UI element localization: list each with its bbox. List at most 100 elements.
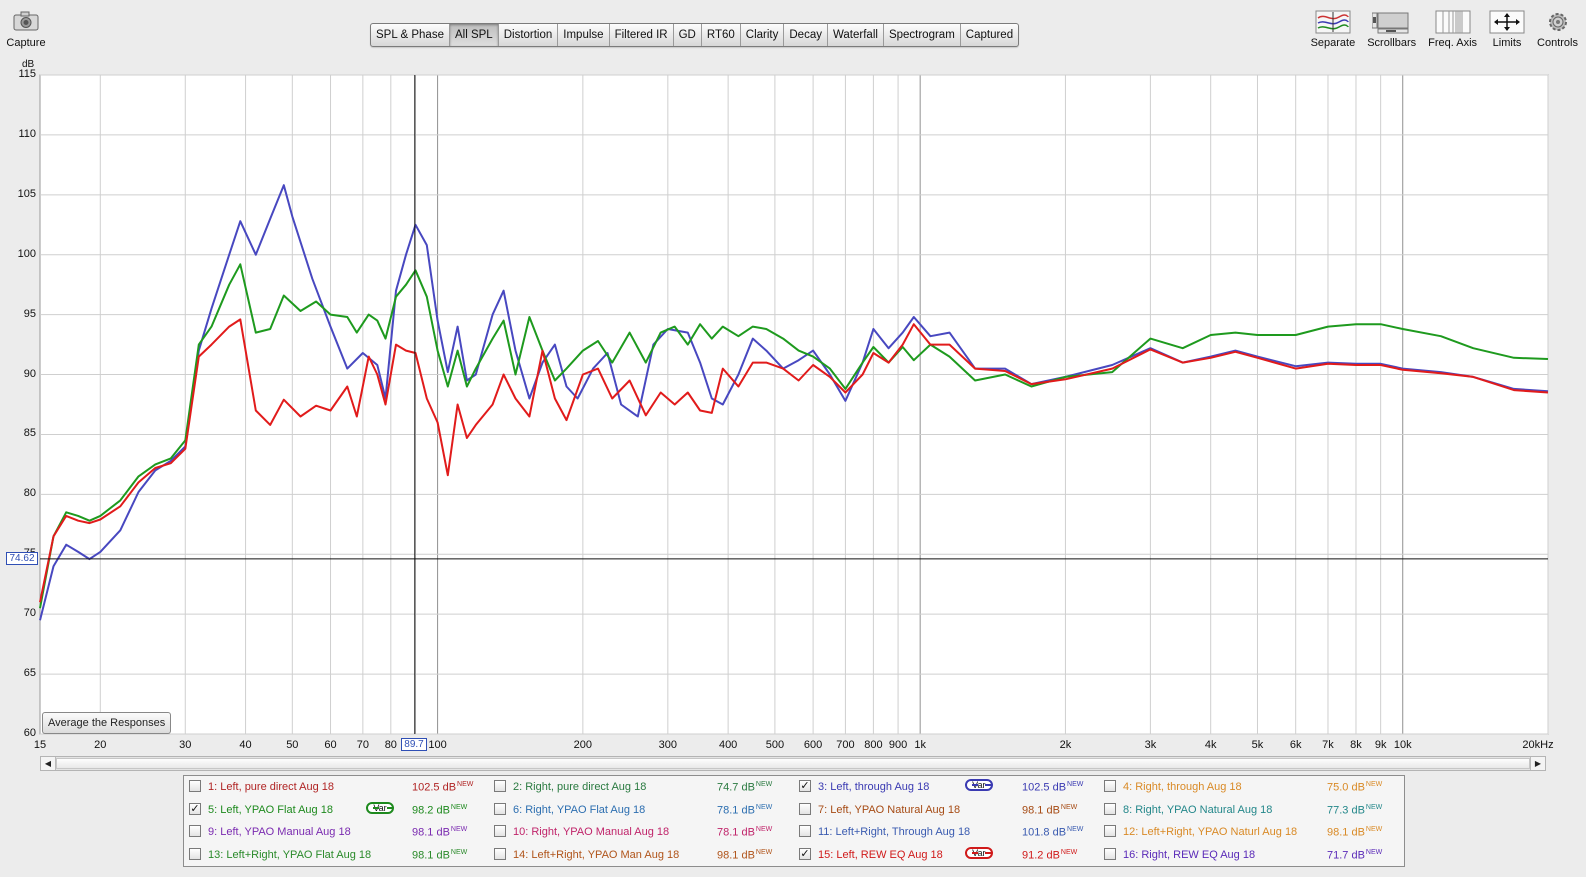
level-value: 78.1 dB — [717, 826, 755, 839]
x-tick-label: 200 — [573, 739, 593, 751]
measurement-name[interactable]: 14: Left+Right, YPAO Man Aug 18 — [513, 848, 680, 861]
measurement-level: 91.2 dBNEW — [1022, 849, 1077, 862]
new-badge: NEW — [1365, 848, 1383, 856]
measurement-checkbox[interactable] — [799, 802, 811, 815]
measurement-name[interactable]: 7: Left, YPAO Natural Aug 18 — [818, 803, 961, 816]
measurement-name[interactable]: 10: Right, YPAO Manual Aug 18 — [513, 826, 670, 838]
capture-label: Capture — [6, 37, 46, 49]
cursor-lines — [40, 75, 1548, 734]
tab-distortion[interactable]: Distortion — [499, 24, 559, 46]
tab-rt60[interactable]: RT60 — [702, 24, 741, 46]
y-tick-label: 110 — [18, 127, 36, 140]
tab-decay[interactable]: Decay — [784, 24, 828, 46]
measurement-checkbox[interactable]: ✓ — [799, 780, 811, 792]
level-value: 98.2 dB — [412, 804, 450, 817]
tab-spl-phase[interactable]: SPL & Phase — [371, 24, 450, 46]
y-tick-label: 85 — [23, 427, 36, 440]
tab-gd[interactable]: GD — [674, 24, 702, 46]
scroll-left-icon[interactable]: ◀ — [41, 757, 56, 770]
measurement-name[interactable]: 3: Left, through Aug 18 — [818, 781, 930, 793]
level-value: 102.5 dB — [1022, 781, 1067, 794]
trace-style-label: Var — [972, 847, 986, 858]
separate-button[interactable]: Separate — [1310, 10, 1356, 49]
plot-area[interactable] — [39, 74, 1549, 735]
level-value: 101.8 dB — [1022, 826, 1067, 839]
freq-axis-button[interactable]: Freq. Axis — [1428, 10, 1477, 49]
measurement-name[interactable]: 1: Left, pure direct Aug 18 — [208, 781, 334, 793]
legend-item: ✓ 3: Left, through Aug 18 Var 102.5 dBNEW — [794, 776, 1099, 799]
level-value: 98.1 dB — [412, 849, 450, 862]
tab-captured[interactable]: Captured — [965, 29, 1014, 41]
measurement-name[interactable]: 16: Right, REW EQ Aug 18 — [1123, 848, 1256, 861]
new-badge: NEW — [1365, 826, 1383, 833]
tab-filtered-ir[interactable]: Filtered IR — [610, 24, 674, 46]
capture-button[interactable]: Capture — [6, 10, 46, 49]
separate-label: Separate — [1310, 37, 1356, 49]
measurement-name[interactable]: 2: Right, pure direct Aug 18 — [513, 781, 647, 793]
y-tick-label: 80 — [23, 487, 36, 500]
measurement-name[interactable]: 15: Left, REW EQ Aug 18 — [818, 848, 943, 861]
trace-style-button[interactable]: Var — [964, 846, 993, 859]
measurement-name[interactable]: 6: Right, YPAO Flat Aug 18 — [513, 803, 646, 816]
level-value: 75.0 dB — [1327, 781, 1365, 794]
new-badge: NEW — [1365, 803, 1383, 811]
measurement-checkbox[interactable] — [1104, 802, 1116, 815]
measurement-name[interactable]: 8: Right, YPAO Natural Aug 18 — [1123, 803, 1273, 816]
x-tick-label: 2k — [1059, 739, 1072, 751]
tab-waterfall[interactable]: Waterfall — [828, 24, 884, 46]
trace-style-label: Var — [972, 780, 986, 790]
x-tick-label: 500 — [765, 739, 785, 751]
scrollbars-button[interactable]: Scrollbars — [1367, 10, 1416, 49]
measurement-name[interactable]: 5: Left, YPAO Flat Aug 18 — [208, 803, 333, 816]
trace-line — [39, 263, 1549, 609]
measurement-name[interactable]: 4: Right, through Aug 18 — [1123, 781, 1242, 793]
legend-item: 8: Right, YPAO Natural Aug 18 77.3 dBNEW — [1099, 799, 1404, 822]
measurement-checkbox[interactable] — [1104, 847, 1116, 860]
trace-style-label: Var — [373, 802, 387, 813]
limits-label: Limits — [1492, 37, 1522, 49]
legend-item: 9: Left, YPAO Manual Aug 18 98.1 dBNEW — [184, 821, 489, 844]
tab-clarity[interactable]: Clarity — [741, 24, 785, 46]
trace-style-button[interactable]: Var — [366, 801, 394, 814]
traces — [39, 184, 1549, 621]
average-responses-button[interactable]: Average the Responses — [42, 712, 172, 734]
limits-button[interactable]: Limits — [1489, 10, 1525, 49]
measurement-legend: 1: Left, pure direct Aug 18 102.5 dB NEW 2:… — [183, 775, 1405, 867]
gear-icon — [1548, 13, 1567, 31]
trace-line — [39, 184, 1549, 621]
tab-spectrogram[interactable]: Spectrogram — [884, 24, 961, 46]
measurement-checkbox[interactable] — [1104, 780, 1116, 792]
measurement-name[interactable]: 13: Left+Right, YPAO Flat Aug 18 — [208, 848, 372, 861]
measurement-checkbox[interactable] — [1104, 825, 1116, 837]
tab-all-spl[interactable]: All SPL — [449, 24, 499, 46]
measurement-checkbox[interactable] — [494, 847, 506, 860]
x-tick-label: 9k — [1374, 739, 1387, 751]
x-tick-label: 4k — [1204, 739, 1217, 751]
horizontal-scrollbar[interactable]: ◀ ▶ — [40, 756, 1546, 771]
measurement-checkbox[interactable] — [189, 780, 201, 792]
tab-impulse[interactable]: Impulse — [558, 24, 610, 46]
controls-button[interactable]: Controls — [1537, 10, 1578, 49]
scroll-thumb[interactable] — [56, 758, 1530, 769]
measurement-name[interactable]: 9: Left, YPAO Manual Aug 18 — [208, 826, 351, 838]
y-tick-label: 70 — [23, 607, 36, 620]
measurement-checkbox[interactable]: ✓ — [799, 847, 811, 860]
measurement-name[interactable]: 12: Left+Right, YPAO Naturl Aug 18 — [1123, 826, 1298, 838]
legend-item: 4: Right, through Aug 18 75.0 dBNEW — [1099, 776, 1404, 799]
new-badge: NEW — [457, 781, 474, 788]
measurement-checkbox[interactable] — [189, 847, 201, 860]
measurement-name[interactable]: 11: Left+Right, Through Aug 18 — [818, 826, 971, 838]
scroll-right-icon[interactable]: ▶ — [1530, 757, 1545, 770]
measurement-checkbox[interactable] — [494, 802, 506, 815]
measurement-checkbox[interactable] — [189, 825, 201, 837]
x-tick-label: 15 — [33, 739, 47, 751]
measurement-checkbox[interactable] — [494, 780, 506, 792]
spl-graph[interactable] — [39, 74, 1549, 735]
x-tick-label: 300 — [658, 739, 678, 751]
measurement-checkbox[interactable] — [799, 825, 811, 837]
trace-style-button[interactable]: Var — [964, 779, 993, 791]
new-badge: NEW — [1060, 848, 1078, 856]
measurement-checkbox[interactable]: ✓ — [189, 802, 201, 815]
legend-item: 16: Right, REW EQ Aug 18 71.7 dBNEW — [1099, 844, 1404, 867]
measurement-checkbox[interactable] — [494, 825, 506, 837]
